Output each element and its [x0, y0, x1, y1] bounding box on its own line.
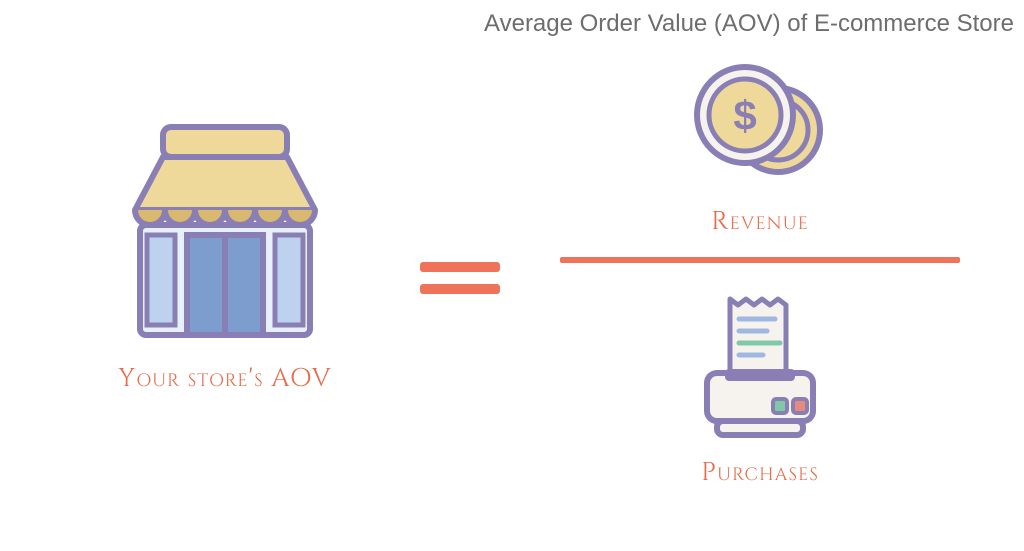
receipt-printer-icon — [685, 291, 835, 441]
page-title: Average Order Value (AOV) of E-commerce … — [484, 10, 1014, 38]
revenue-coins-icon: $ — [690, 60, 830, 190]
aov-label: Your store's AOV — [105, 363, 345, 396]
fraction-bar — [560, 257, 960, 263]
store-icon — [105, 115, 345, 345]
purchases-label: Purchases — [560, 455, 960, 490]
aov-left-block: Your store's AOV — [105, 115, 345, 396]
fraction-block: $ Revenue Purchases — [560, 60, 960, 490]
svg-text:$: $ — [733, 92, 756, 139]
equals-sign — [420, 250, 500, 306]
revenue-label: Revenue — [560, 204, 960, 239]
